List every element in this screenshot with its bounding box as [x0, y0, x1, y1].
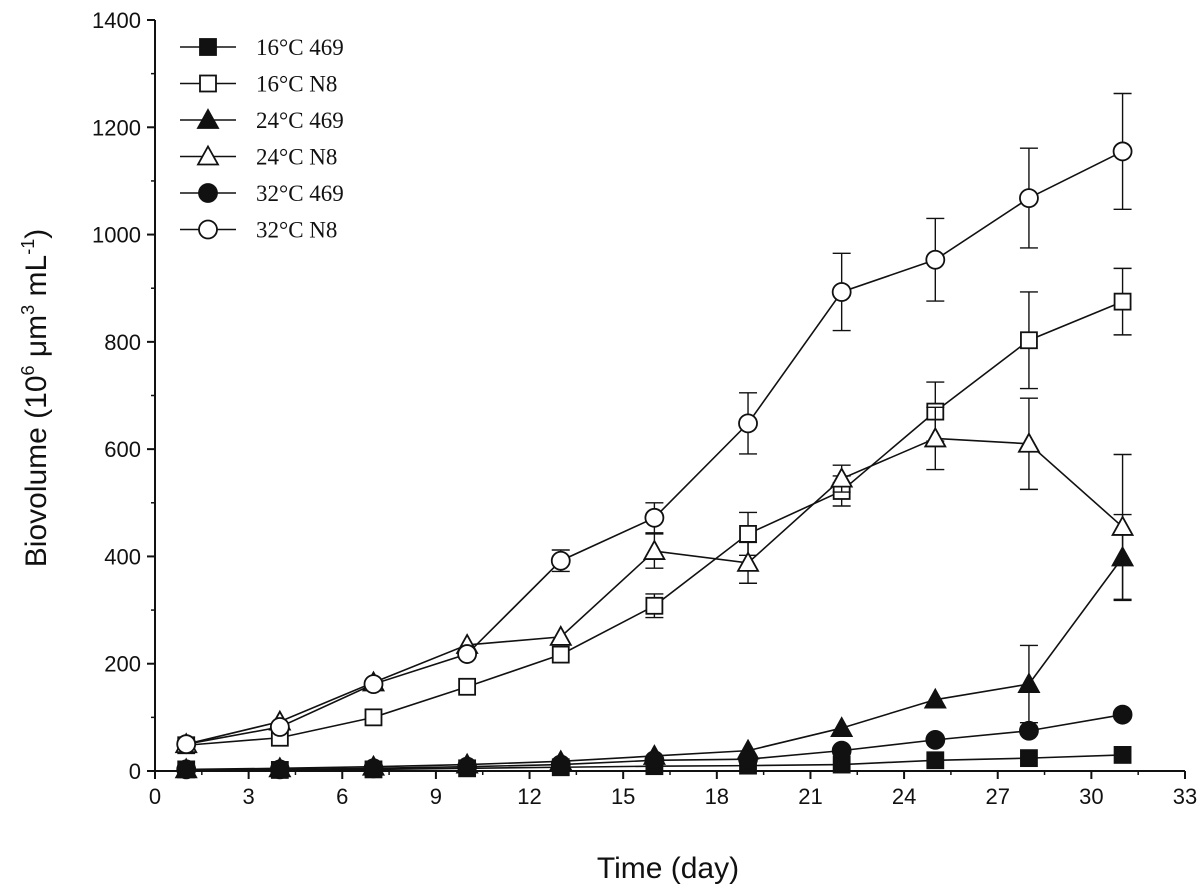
y-tick-label: 0 [129, 759, 141, 784]
y-axis-title: Biovolume (106 μm3 mL-1) [18, 229, 53, 567]
series-32c-469 [176, 704, 1133, 780]
data-point [457, 644, 478, 664]
data-point [831, 740, 852, 761]
data-point [1020, 331, 1038, 350]
x-tick-label: 27 [985, 784, 1009, 809]
data-point [736, 551, 760, 572]
data-point [644, 750, 665, 771]
data-point [830, 716, 854, 737]
data-point [1017, 431, 1041, 453]
legend-label: 24°C 469 [256, 108, 344, 133]
axes: 0 3 6 9 12 15 18 21 24 27 30 33 0 200 400 600 800 1000 120… [92, 8, 1197, 809]
data-point [925, 729, 946, 750]
legend-marker [198, 183, 218, 203]
data-point [1111, 515, 1135, 536]
data-point [363, 674, 384, 694]
data-point [1113, 292, 1132, 311]
y-axis-title-suffix: ) [20, 229, 53, 239]
legend-marker [199, 74, 217, 93]
legend-item: 16°C N8 [180, 72, 337, 97]
data-point [830, 466, 854, 488]
y-tick-label: 1200 [92, 115, 141, 140]
series-line [186, 437, 1124, 745]
x-tick-label: 18 [705, 784, 729, 809]
data-point [269, 717, 290, 737]
series-layer [174, 92, 1135, 780]
legend-item: 16°C 469 [180, 35, 344, 60]
y-axis-title-mid2: mL [20, 255, 53, 305]
data-point [176, 759, 197, 780]
legend-label: 16°C N8 [256, 72, 337, 97]
x-tick-label: 24 [892, 784, 916, 809]
data-point [1112, 704, 1133, 725]
data-point [549, 625, 573, 646]
x-tick-label: 21 [798, 784, 822, 809]
legend-item: 32°C N8 [180, 218, 337, 243]
data-point [738, 749, 758, 770]
legend-label: 24°C N8 [256, 145, 337, 170]
legend-marker [198, 219, 218, 240]
series-line [186, 557, 1124, 771]
legend-item: 24°C N8 [180, 145, 337, 170]
legend: 16°C 469 16°C N8 24°C 469 24°C N8 32°C 469 32… [180, 35, 344, 243]
x-tick-label: 30 [1079, 784, 1103, 809]
data-point [551, 645, 570, 664]
y-tick-label: 1000 [92, 223, 141, 248]
legend-item: 32°C 469 [180, 181, 344, 206]
data-point [923, 426, 947, 448]
data-point [925, 249, 946, 270]
data-point [738, 413, 758, 434]
x-tick-label: 3 [243, 784, 255, 809]
data-point [1112, 141, 1133, 162]
legend-label: 32°C N8 [256, 218, 337, 243]
legend-label: 16°C 469 [256, 35, 344, 60]
data-point [1019, 720, 1039, 741]
legend-marker [196, 144, 220, 166]
legend-label: 32°C 469 [256, 181, 344, 206]
y-tick-label: 1400 [92, 8, 141, 33]
legend-item: 24°C 469 [180, 108, 344, 133]
x-tick-label: 0 [149, 784, 161, 809]
y-axis-title-exp3: -1 [18, 239, 38, 255]
data-point [1019, 188, 1039, 208]
data-point [923, 687, 947, 709]
y-tick-label: 600 [104, 437, 141, 462]
data-point [550, 754, 571, 775]
legend-marker [196, 108, 220, 129]
data-point [457, 756, 478, 777]
y-tick-label: 400 [104, 544, 141, 569]
series-24c-n8 [174, 397, 1135, 754]
x-tick-label: 12 [517, 784, 541, 809]
data-point [1020, 749, 1038, 768]
x-tick-label: 9 [430, 784, 442, 809]
legend-marker [199, 38, 217, 56]
data-point [1113, 746, 1132, 764]
data-point [176, 734, 197, 755]
x-axis-title: Time (day) [597, 852, 739, 885]
y-axis-title-prefix: Biovolume (10 [20, 375, 53, 567]
data-point [645, 596, 664, 615]
x-tick-label: 15 [611, 784, 635, 809]
y-tick-label: 800 [104, 330, 141, 355]
y-axis-title-exp1: 6 [18, 365, 38, 375]
y-axis-title-mid: μm [20, 315, 53, 366]
series-32c-n8 [176, 92, 1133, 755]
y-tick-label: 200 [104, 652, 141, 677]
x-tick-label: 6 [336, 784, 348, 809]
data-point [642, 539, 666, 560]
y-axis-title-exp2: 3 [18, 305, 38, 315]
data-point [739, 524, 757, 543]
data-point [550, 550, 571, 571]
data-point [364, 708, 383, 727]
data-point [644, 507, 665, 528]
data-point [926, 751, 945, 770]
data-point [269, 759, 290, 780]
data-point [831, 282, 852, 302]
data-point [1017, 672, 1041, 693]
x-tick-label: 33 [1173, 784, 1197, 809]
data-point [363, 758, 384, 779]
data-point [458, 677, 477, 696]
